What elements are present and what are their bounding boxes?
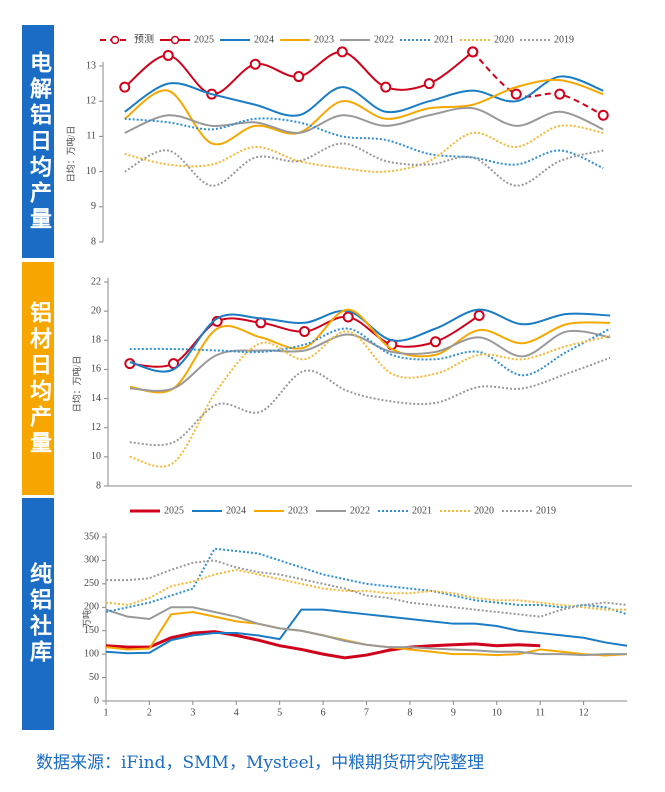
y-tick-label: 350 (84, 531, 99, 542)
series-line (106, 559, 628, 618)
series-line (472, 51, 604, 117)
point (467, 46, 479, 58)
series-line (124, 106, 604, 134)
y-tick-label: 20 (91, 305, 101, 316)
x-tick-label: 8 (407, 707, 412, 718)
section-label: 电解铝日均产量 (22, 25, 54, 258)
y-tick-label: 10 (91, 451, 101, 462)
point (119, 81, 131, 93)
y-tick-label: 22 (91, 276, 101, 287)
series-line (129, 308, 611, 373)
series-line (124, 75, 604, 117)
legend-label: 预测 (134, 32, 154, 45)
y-axis-label: 日均：万吨/日 (65, 126, 76, 183)
x-tick-label: 5 (277, 707, 282, 718)
y-tick-label: 12 (91, 422, 101, 433)
y-tick-label: 9 (91, 201, 96, 212)
series-line (129, 329, 611, 392)
series-line (129, 330, 611, 468)
y-tick-label: 11 (86, 131, 96, 142)
y-tick-label: 250 (84, 578, 99, 589)
legend-label: 2023 (314, 34, 334, 45)
x-tick-label: 4 (234, 707, 239, 718)
legend-label: 2022 (374, 34, 394, 45)
y-tick-label: 200 (84, 602, 99, 613)
x-tick-label: 1 (104, 707, 109, 718)
point (293, 71, 305, 83)
y-tick-label: 300 (84, 555, 99, 566)
legend-label: 2024 (254, 34, 274, 45)
x-tick-label: 2 (147, 707, 152, 718)
series-line (105, 606, 627, 657)
y-tick-label: 14 (91, 393, 101, 404)
series-line (129, 356, 611, 447)
legend-label: 2020 (474, 505, 494, 516)
y-tick-label: 50 (89, 672, 99, 683)
y-tick-label: 16 (91, 364, 101, 375)
point (380, 81, 392, 93)
point (510, 88, 522, 100)
legend-label: 2025 (164, 505, 184, 516)
y-tick-label: 100 (84, 648, 99, 659)
x-tick-label: 12 (579, 707, 589, 718)
section-label: 铝材日均产量 (22, 262, 54, 495)
x-tick-label: 9 (451, 707, 456, 718)
x-tick-label: 7 (364, 707, 369, 718)
legend-label: 2025 (194, 34, 214, 45)
y-tick-label: 12 (86, 95, 96, 106)
y-tick-label: 10 (86, 166, 96, 177)
y-tick-label: 8 (96, 480, 101, 491)
series-line (124, 78, 604, 146)
series-line (124, 124, 604, 173)
series-line (129, 308, 611, 394)
series-line (129, 327, 611, 377)
x-tick-label: 10 (492, 707, 502, 718)
y-tick-label: 13 (86, 60, 96, 71)
legend-label: 2022 (350, 505, 370, 516)
source-note: 数据来源：iFind，SMM，Mysteel，中粮期货研究院整理 (36, 753, 485, 773)
point (423, 78, 435, 90)
series-line (105, 568, 627, 611)
legend-marker (170, 35, 180, 45)
section-label: 纯铝社库 (22, 498, 54, 730)
point (336, 46, 348, 58)
legend-label: 2021 (412, 505, 432, 516)
x-tick-label: 3 (190, 707, 195, 718)
legend-label: 2021 (434, 34, 454, 45)
y-tick-label: 18 (91, 335, 101, 346)
x-tick-label: 6 (321, 707, 326, 718)
point (430, 336, 441, 348)
point (554, 88, 566, 100)
point (168, 358, 179, 370)
y-axis-label: 日均：万吨/日 (71, 356, 82, 413)
legend-label: 2019 (554, 34, 574, 45)
legend-label: 2024 (226, 505, 246, 516)
point (249, 58, 261, 70)
point (342, 311, 354, 323)
series-line (105, 630, 541, 660)
legend-label: 2020 (494, 34, 514, 45)
point (597, 109, 609, 121)
series-line (105, 608, 628, 655)
point (162, 49, 174, 61)
series-line (124, 142, 604, 187)
y-tick-label: 150 (84, 625, 99, 636)
legend-marker (110, 35, 120, 45)
y-axis-label: 万吨 (81, 610, 92, 628)
y-tick-label: 0 (94, 695, 99, 706)
y-tick-label: 8 (91, 236, 96, 247)
point (473, 310, 485, 322)
point (299, 326, 310, 338)
legend-label: 2023 (288, 505, 308, 516)
legend-label: 2019 (536, 505, 556, 516)
x-tick-label: 11 (535, 707, 545, 718)
series-line (124, 117, 604, 170)
